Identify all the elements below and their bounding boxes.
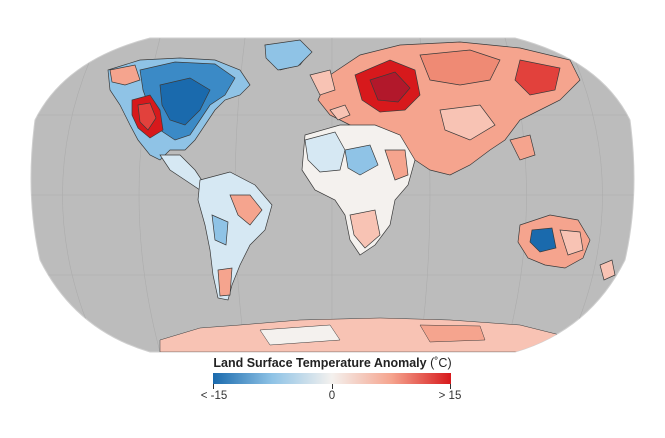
legend-title: Land Surface Temperature Anomaly (˚C)	[0, 356, 665, 370]
south-america	[197, 171, 273, 301]
antarctica	[159, 317, 561, 352]
legend-color-bar	[213, 373, 451, 384]
legend-min-label: < -15	[200, 390, 228, 402]
africa	[301, 124, 416, 256]
legend-unit: (˚C)	[430, 356, 452, 370]
legend-tick-mid	[332, 384, 333, 389]
legend-title-text: Land Surface Temperature Anomaly	[213, 356, 427, 370]
australia	[517, 214, 616, 281]
legend-max-label: > 15	[438, 390, 462, 402]
legend-tick-min	[213, 384, 214, 389]
legend-mid-label: 0	[328, 390, 336, 402]
legend-tick-max	[450, 384, 451, 389]
greenland	[264, 39, 313, 71]
